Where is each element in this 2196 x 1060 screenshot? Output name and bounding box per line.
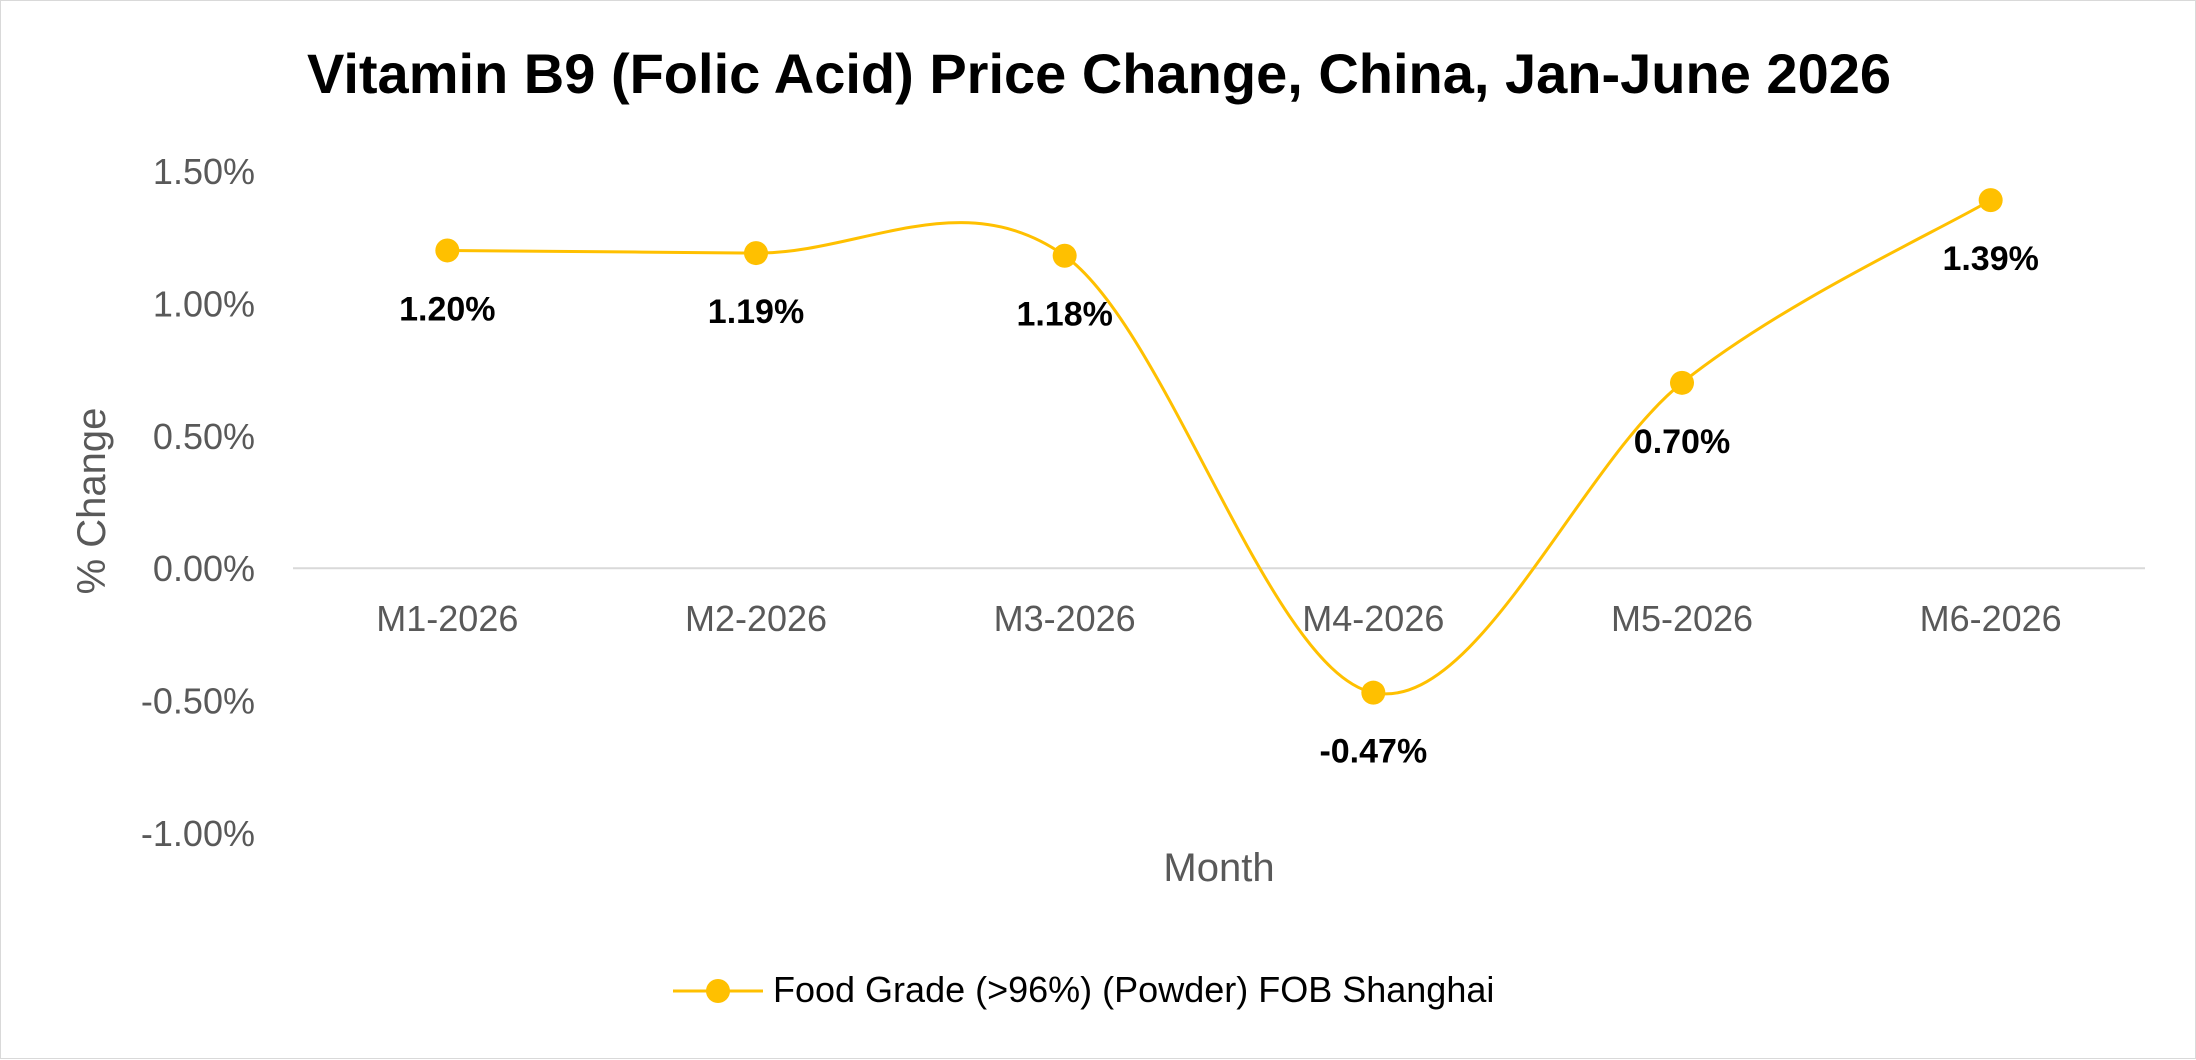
data-label: 1.39%: [1942, 240, 2038, 278]
data-point: [1670, 370, 1694, 395]
x-tick-label: M1-2026: [376, 598, 518, 639]
legend: Food Grade (>96%) (Powder) FOB Shanghai: [673, 969, 1494, 1010]
legend-dot-marker: [706, 979, 730, 1003]
series-points: [435, 188, 2003, 705]
data-label: -0.47%: [1319, 733, 1427, 771]
x-tick-label: M6-2026: [1920, 598, 2062, 639]
legend-label: Food Grade (>96%) (Powder) FOB Shanghai: [773, 969, 1494, 1010]
x-axis-title: Month: [1163, 846, 1274, 890]
data-point: [1052, 243, 1077, 268]
x-tick-label: M3-2026: [994, 598, 1136, 639]
data-labels: 1.20% 1.19% 1.18% -0.47% 0.70% 1.39%: [399, 240, 2039, 771]
y-axis-tick-labels: 1.50% 1.00% 0.50% 0.00% -0.50% -1.00%: [141, 151, 255, 854]
x-axis-tick-labels: M1-2026 M2-2026 M3-2026 M4-2026 M5-2026 M6-20…: [376, 598, 2061, 639]
y-tick-label: -1.00%: [141, 813, 255, 854]
data-label: 1.19%: [708, 293, 804, 331]
data-label: 0.70%: [1634, 423, 1730, 461]
y-tick-label: 0.50%: [153, 416, 255, 457]
data-label: 1.18%: [1016, 296, 1112, 334]
y-tick-label: -0.50%: [141, 681, 255, 722]
y-tick-label: 1.50%: [153, 151, 255, 192]
data-label: 1.20%: [399, 290, 495, 328]
y-axis-title: % Change: [70, 408, 114, 595]
x-tick-label: M2-2026: [685, 598, 827, 639]
y-tick-label: 0.00%: [153, 548, 255, 589]
series-line: [447, 198, 1992, 696]
x-tick-label: M4-2026: [1302, 598, 1444, 639]
data-point: [744, 241, 768, 266]
data-point: [1978, 188, 2003, 213]
x-tick-label: M5-2026: [1611, 598, 1753, 639]
data-point: [435, 238, 460, 263]
y-tick-label: 1.00%: [153, 283, 255, 324]
data-point: [1361, 680, 1386, 705]
chart-title: Vitamin B9 (Folic Acid) Price Change, Ch…: [307, 42, 1891, 105]
